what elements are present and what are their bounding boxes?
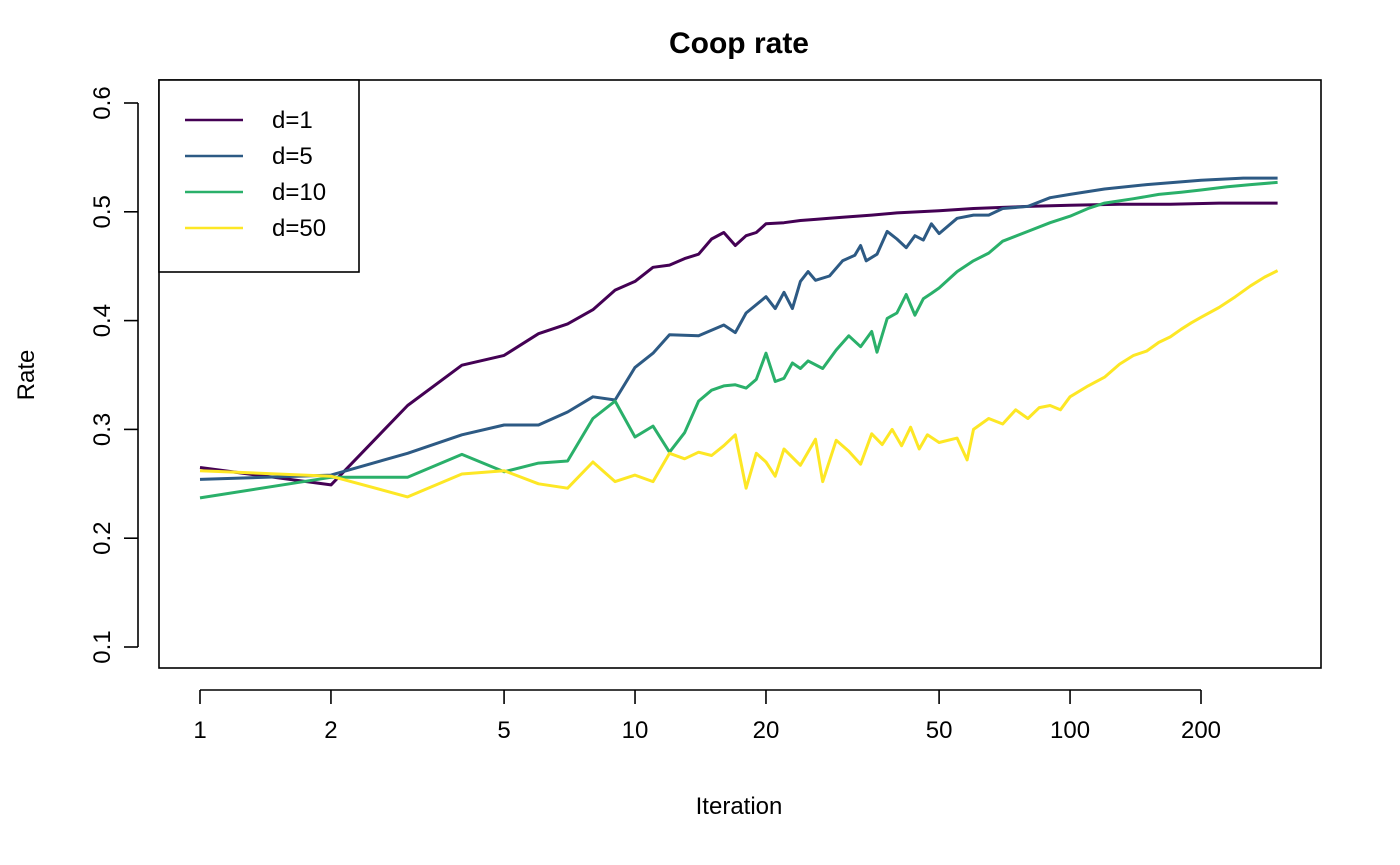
legend-label: d=5 <box>272 143 313 170</box>
legend-label: d=10 <box>272 179 326 206</box>
x-tick-label: 2 <box>324 717 337 744</box>
series-line-d=10 <box>199 180 1278 500</box>
legend: d=1 d=5 d=10 d=50 <box>158 79 360 273</box>
x-tick-label: 20 <box>753 717 780 744</box>
plot-frame <box>158 79 1322 669</box>
legend-label: d=1 <box>272 107 313 134</box>
x-tick-label: 200 <box>1181 717 1221 744</box>
legend-box <box>158 79 360 273</box>
y-tick-label: 0.4 <box>89 304 116 337</box>
y-tick-label: 0.6 <box>89 86 116 119</box>
y-tick-label: 0.2 <box>89 522 116 555</box>
series-line-d=5 <box>199 176 1278 481</box>
y-axis-label: Rate <box>13 350 40 401</box>
x-tick-label: 50 <box>926 717 953 744</box>
x-tick-label: 1 <box>193 717 206 744</box>
y-tick-label: 0.5 <box>89 195 116 228</box>
x-axis: 1 2 5 10 20 50 100 200 <box>193 689 1221 744</box>
x-tick-label: 100 <box>1050 717 1090 744</box>
y-tick-label: 0.3 <box>89 413 116 446</box>
x-axis-label: Iteration <box>696 793 783 820</box>
x-tick-label: 10 <box>622 717 649 744</box>
series-layer <box>199 176 1279 500</box>
x-tick-label: 5 <box>497 717 510 744</box>
y-axis: 0.1 0.2 0.3 0.4 0.5 0.6 <box>89 86 139 664</box>
chart-title: Coop rate <box>669 27 809 60</box>
legend-label: d=50 <box>272 215 326 242</box>
y-tick-label: 0.1 <box>89 630 116 663</box>
series-line-d=50 <box>199 269 1279 499</box>
